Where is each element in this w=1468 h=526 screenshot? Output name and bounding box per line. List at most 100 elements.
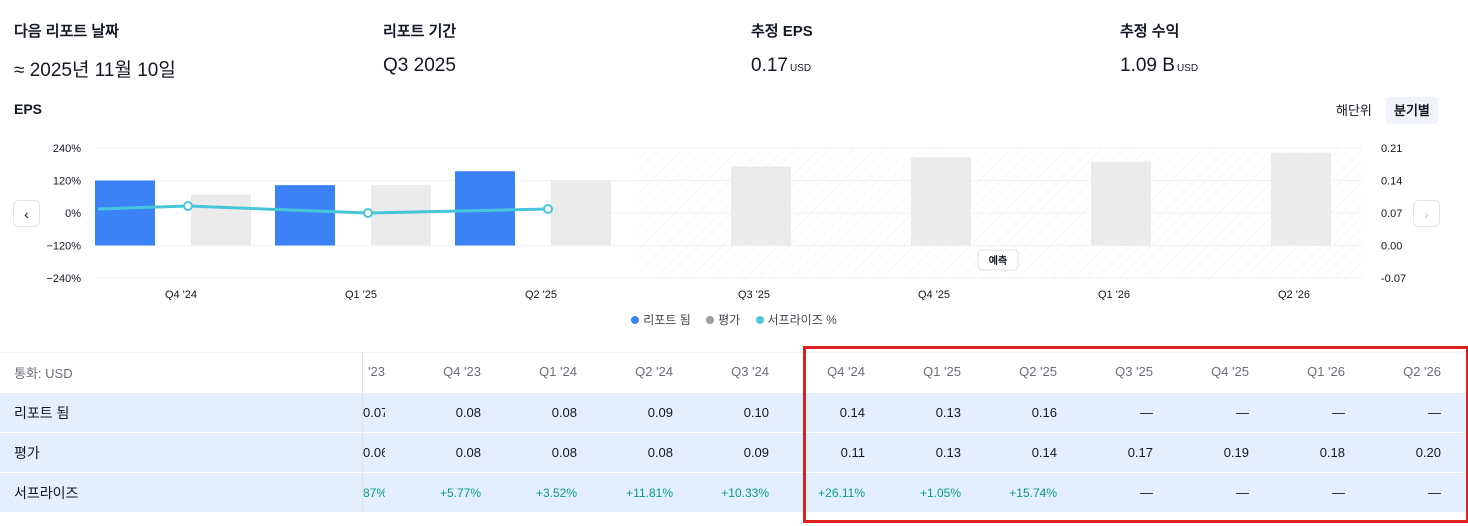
report-period-value: Q3 2025 — [383, 55, 456, 76]
row-label-estimate: 평가 — [14, 445, 40, 461]
right-axis-tick: 0.14 — [1381, 176, 1402, 188]
legend-reported-label: 리포트 됨 — [643, 313, 691, 327]
left-axis-tick: 120% — [53, 176, 81, 188]
table-cell: — — [1140, 405, 1153, 420]
reported-bar — [275, 185, 335, 246]
column-header: Q4 '25 — [1211, 364, 1249, 379]
estimated-revenue-unit: USD — [1176, 63, 1199, 74]
quarterly-toggle-button[interactable]: 분기별 — [1386, 97, 1438, 124]
table-cell: 87% — [363, 486, 385, 500]
table-cell: 0.11 — [840, 445, 865, 460]
legend-estimate-label: 평가 — [718, 313, 741, 327]
table-cell: +10.33% — [721, 486, 769, 500]
row-label-reported: 리포트 됨 — [14, 405, 70, 421]
column-header: Q2 '25 — [1019, 364, 1057, 379]
table-cell: 0.13 — [935, 445, 961, 460]
estimated-revenue-label: 추정 수익 — [1120, 23, 1180, 40]
next-report-date-label: 다음 리포트 날짜 — [14, 23, 119, 40]
forecast-badge: 예측 — [977, 249, 1019, 271]
table-cell: +26.11% — [818, 486, 865, 500]
legend-surprise-dot — [755, 316, 764, 324]
table-cell: 0.10 — [743, 405, 769, 420]
table-cell: 0.14 — [839, 405, 865, 420]
legend-surprise-label: 서프라이즈 % — [767, 313, 837, 327]
chart-prev-button[interactable]: ‹ — [13, 200, 40, 227]
reported-bar — [95, 180, 155, 246]
x-axis-label: Q1 '25 — [345, 289, 377, 300]
table-cell: — — [1332, 485, 1345, 500]
x-axis-label: Q2 '25 — [525, 289, 557, 300]
estimate-bar — [1091, 161, 1151, 246]
next-report-date-value: ≈ 2025년 11월 10일 — [14, 60, 176, 81]
table-cell: +5.77% — [439, 486, 481, 500]
table-cell: +3.52% — [535, 486, 577, 500]
eps-chart: 240% 120% 0% −120% −240% 0.21 0.14 0.07 0.00 -0.0… — [46, 143, 1406, 300]
left-axis-tick: 240% — [53, 143, 81, 155]
estimate-bar — [1271, 152, 1331, 246]
column-header: Q3 '24 — [731, 364, 769, 379]
table-row-estimate: 평가 0.06 0.08 0.08 0.08 0.09 0.11 0.13 0.14 0.17 0… — [0, 432, 1468, 472]
column-header: Q4 '24 — [827, 364, 865, 379]
estimated-eps-stat: 추정 EPS 0.17 USD — [751, 20, 813, 77]
annual-toggle-button[interactable]: 해단위 — [1336, 103, 1372, 118]
left-axis-tick: 0% — [65, 208, 81, 220]
next-report-date-stat: 다음 리포트 날짜 ≈ 2025년 11월 10일 — [14, 20, 176, 82]
chart-legend: 리포트 됨 평가 서프라이즈 % — [0, 311, 1468, 328]
x-axis-label: Q1 '26 — [1098, 289, 1130, 300]
table-cell: — — [1428, 485, 1441, 500]
x-axis-label: Q4 '24 — [165, 289, 197, 300]
right-axis-tick: 0.07 — [1381, 208, 1402, 220]
table-cell: — — [1428, 405, 1441, 420]
estimate-bar — [731, 166, 791, 246]
estimated-eps-label: 추정 EPS — [751, 23, 813, 40]
surprise-point — [543, 204, 553, 214]
table-cell: 0.08 — [551, 445, 577, 460]
column-header: Q1 '24 — [539, 364, 577, 379]
report-period-stat: 리포트 기간 Q3 2025 — [383, 20, 456, 77]
legend-surprise[interactable]: 서프라이즈 % — [755, 313, 837, 327]
right-axis-tick: 0.21 — [1381, 143, 1402, 155]
table-cell: — — [1236, 405, 1249, 420]
column-header: Q1 '25 — [923, 364, 961, 379]
table-row-surprise: 서프라이즈 87% +5.77% +3.52% +11.81% +10.33% +26.1… — [0, 472, 1468, 512]
chevron-left-icon: ‹ — [24, 205, 29, 222]
table-cell: 0.17 — [1127, 445, 1153, 460]
table-cell: 0.08 — [551, 405, 577, 420]
chart-next-button[interactable]: › — [1413, 200, 1440, 227]
eps-section-title: EPS — [14, 101, 43, 117]
table-cell: 0.18 — [1319, 445, 1345, 460]
forecast-label: 예측 — [989, 254, 1007, 267]
column-header: '23 — [368, 364, 385, 379]
table-row-reported: 리포트 됨 0.07 0.08 0.08 0.09 0.10 0.14 0.13 0.16 — —… — [0, 392, 1468, 432]
currency-label: 통화: USD — [14, 366, 73, 381]
estimate-bar — [551, 180, 611, 246]
table-cell: 0.19 — [1223, 445, 1249, 460]
x-axis-label: Q4 '25 — [918, 289, 950, 300]
table-cell: 0.08 — [455, 405, 481, 420]
table-cell: 0.16 — [1031, 405, 1057, 420]
table-cell: 0.08 — [455, 445, 481, 460]
legend-reported-dot — [631, 316, 640, 324]
legend-estimate[interactable]: 평가 — [706, 313, 740, 327]
table-cell: 0.07 — [363, 405, 385, 420]
surprise-line — [97, 204, 549, 215]
table-cell: — — [1140, 485, 1153, 500]
estimate-bar — [371, 185, 431, 246]
x-axis-label: Q2 '26 — [1278, 289, 1310, 300]
table-cell: 0.09 — [743, 445, 769, 460]
table-header-row: 통화: USD '23 Q4 '23 Q1 '24 Q2 '24 Q3 '24 Q4 '2… — [0, 352, 1468, 392]
right-axis-tick: 0.00 — [1381, 241, 1402, 253]
x-axis-label: Q3 '25 — [738, 289, 770, 300]
column-header: Q1 '26 — [1307, 364, 1345, 379]
table-cell: — — [1332, 405, 1345, 420]
estimated-revenue-stat: 추정 수익 1.09 B USD — [1120, 20, 1198, 77]
table-cell: 0.13 — [935, 405, 961, 420]
right-axis-tick: -0.07 — [1381, 273, 1406, 285]
estimated-revenue-value: 1.09 B USD — [1120, 55, 1199, 76]
surprise-point — [363, 208, 373, 218]
table-cell: 0.09 — [647, 405, 673, 420]
legend-reported[interactable]: 리포트 됨 — [631, 313, 691, 327]
estimated-eps-unit: USD — [789, 63, 812, 74]
table-cell: +11.81% — [626, 486, 673, 500]
reported-bar — [455, 171, 515, 246]
